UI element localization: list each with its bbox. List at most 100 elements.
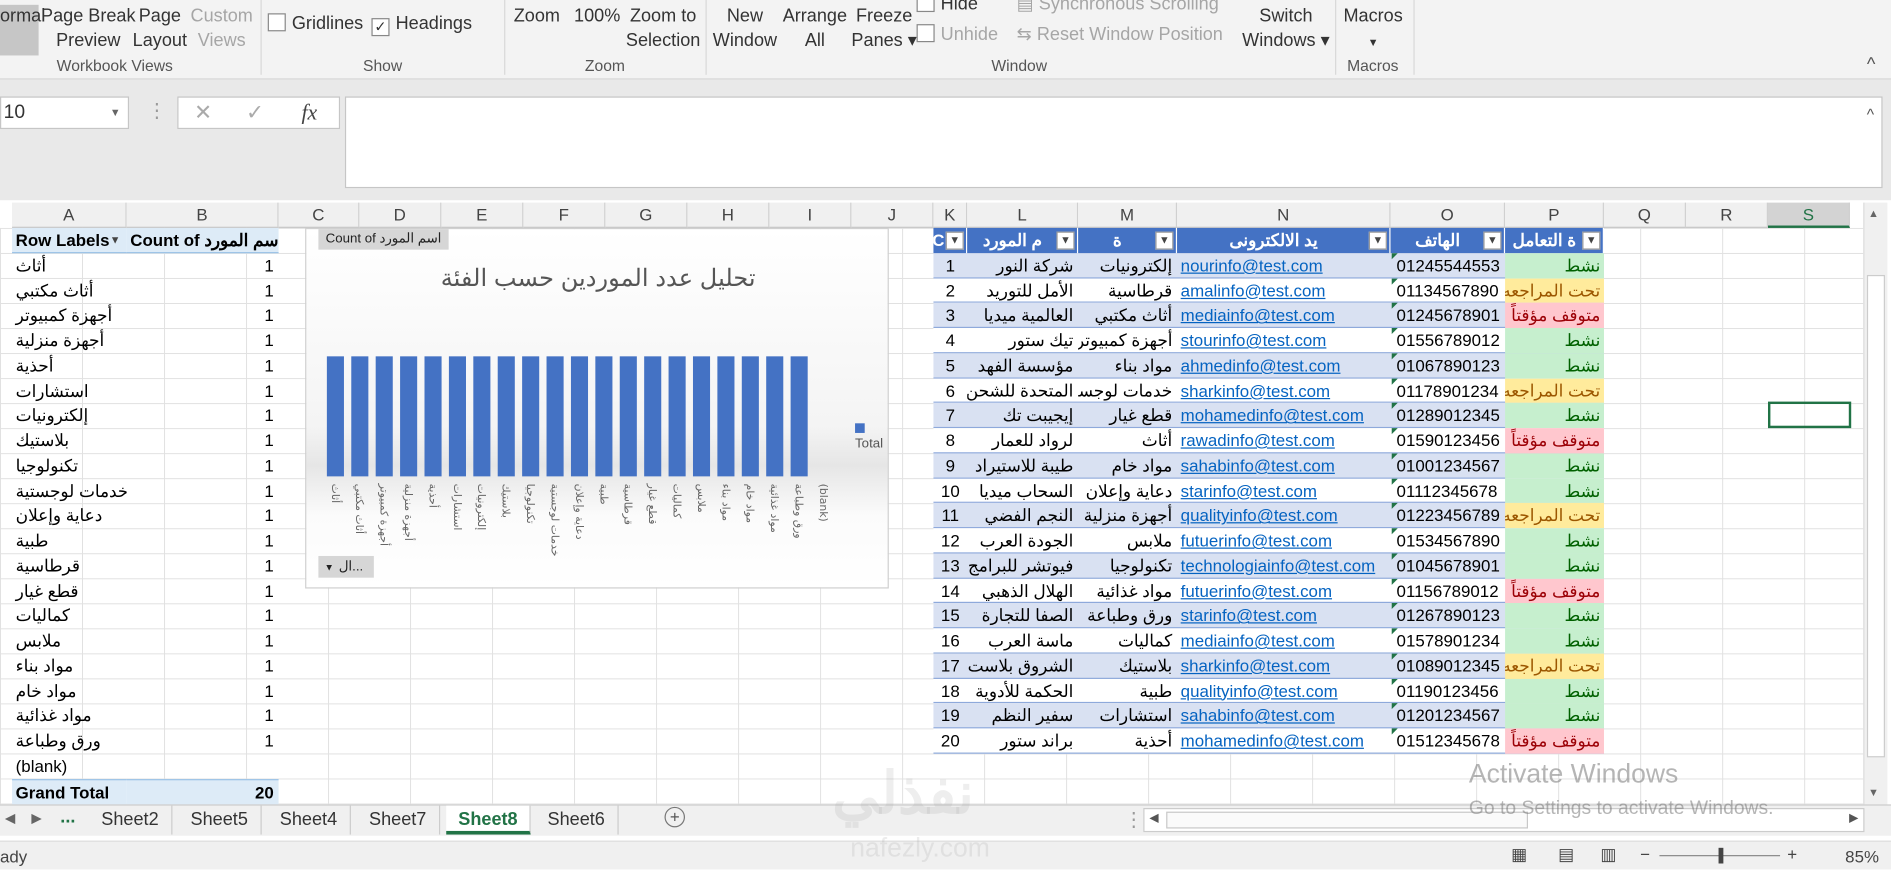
filter-dropdown-icon[interactable]: ▼ — [1483, 231, 1502, 250]
zoom-level[interactable]: 85% — [1845, 846, 1879, 866]
table-header[interactable]: م المورد ▼ — [967, 227, 1079, 254]
add-sheet-icon[interactable]: + — [664, 806, 686, 828]
page-layout-icon[interactable]: ▤ — [1558, 844, 1575, 864]
filter-dropdown-icon[interactable]: ▼ — [1056, 231, 1075, 250]
chart-bar[interactable] — [741, 356, 759, 477]
normal-view-icon[interactable]: ▦ — [1511, 844, 1528, 864]
email-link[interactable]: mohamedinfo@test.com — [1180, 730, 1364, 751]
email-link[interactable]: sharkinfo@test.com — [1180, 655, 1331, 676]
column-header-M[interactable]: M — [1078, 202, 1178, 228]
column-header-A[interactable]: A — [12, 202, 127, 228]
email-link[interactable]: stourinfo@test.com — [1180, 330, 1327, 350]
collapse-ribbon-icon[interactable]: ^ — [1866, 54, 1876, 75]
insert-function-icon[interactable]: fx — [301, 100, 318, 125]
normal-view-button[interactable]: ormal — [0, 4, 45, 56]
email-link[interactable]: sharkinfo@test.com — [1180, 380, 1331, 400]
chart-bar[interactable] — [400, 356, 418, 477]
chart-bar[interactable] — [595, 356, 613, 477]
email-link[interactable]: nourinfo@test.com — [1180, 255, 1323, 275]
name-box[interactable]: 10 ▼ — [0, 96, 130, 130]
sheet-tab-sheet4[interactable]: Sheet4 — [268, 805, 351, 835]
column-header-D[interactable]: D — [359, 202, 442, 228]
more-sheets-button[interactable]: ... — [60, 806, 76, 828]
email-link[interactable]: rawadinfo@test.com — [1180, 430, 1335, 450]
chart-bar[interactable] — [766, 356, 784, 477]
column-header-K[interactable]: K — [933, 202, 968, 228]
column-header-I[interactable]: I — [769, 202, 852, 228]
column-header-J[interactable]: J — [851, 202, 934, 228]
pivot-chart[interactable]: Count of اسم المورد تحليل عدد الموردين ح… — [305, 227, 889, 589]
page-layout-button[interactable]: Page Layout — [133, 5, 187, 53]
table-header[interactable]: يد الالكترونى ▼ — [1177, 227, 1391, 254]
email-link[interactable]: starinfo@test.com — [1180, 480, 1317, 500]
split-handle-icon[interactable]: ⋮ — [1123, 810, 1144, 831]
email-link[interactable]: qualityinfo@test.com — [1180, 505, 1338, 525]
email-link[interactable]: mohamedinfo@test.com — [1180, 405, 1364, 425]
column-header-S[interactable]: S — [1767, 202, 1851, 228]
pivot-header[interactable]: Row Labels — [12, 227, 127, 254]
page-break-icon[interactable]: ▥ — [1600, 844, 1617, 864]
zoom-out-icon[interactable]: − — [1640, 844, 1651, 864]
email-link[interactable]: ahmedinfo@test.com — [1180, 355, 1341, 375]
column-header-N[interactable]: N — [1177, 202, 1391, 228]
chart-bar[interactable] — [473, 356, 491, 477]
column-header-Q[interactable]: Q — [1603, 202, 1686, 228]
headings-checkbox[interactable]: ✓ Headings — [371, 12, 472, 37]
vertical-scrollbar[interactable]: ▲ ▼ — [1863, 202, 1888, 806]
chart-bar[interactable] — [424, 356, 442, 477]
email-link[interactable]: qualityinfo@test.com — [1180, 680, 1338, 701]
column-header-C[interactable]: C — [278, 202, 360, 228]
scrollbar-thumb[interactable] — [1166, 811, 1529, 829]
zoom-button[interactable]: Zoom — [513, 6, 560, 27]
zoom-in-icon[interactable]: + — [1787, 844, 1798, 864]
chart-bar[interactable] — [497, 356, 515, 477]
column-header-L[interactable]: L — [967, 202, 1079, 228]
next-sheet-icon[interactable]: ▶ — [31, 811, 42, 827]
arrange-all-button[interactable]: Arrange All — [783, 5, 847, 53]
zoom-to-selection-button[interactable]: Zoom to Selection — [626, 5, 700, 53]
email-link[interactable]: mediainfo@test.com — [1180, 305, 1335, 325]
custom-views-button[interactable]: Custom Views — [191, 5, 253, 53]
new-window-button[interactable]: New Window — [713, 5, 777, 53]
freeze-panes-button[interactable]: Freeze Panes ▾ — [851, 6, 917, 51]
chart-value-field-button[interactable]: Count of اسم المورد — [318, 229, 449, 250]
column-header-E[interactable]: E — [441, 202, 524, 228]
cancel-icon[interactable]: ✕ — [194, 100, 213, 125]
column-header-R[interactable]: R — [1685, 202, 1768, 228]
column-header-H[interactable]: H — [687, 202, 770, 228]
sheet-tab-sheet5[interactable]: Sheet5 — [178, 805, 262, 835]
zoom-slider-thumb[interactable] — [1718, 847, 1724, 864]
email-link[interactable]: futuerinfo@test.com — [1180, 580, 1333, 600]
scroll-down-icon[interactable]: ▼ — [1868, 786, 1879, 799]
synchronous-scrolling-button[interactable]: ▤ Synchronous Scrolling — [1017, 0, 1219, 17]
horizontal-scrollbar[interactable]: ◀ ▶ — [1143, 808, 1865, 833]
scroll-left-icon[interactable]: ◀ — [1149, 811, 1159, 825]
filter-dropdown-icon[interactable]: ▼ — [945, 231, 964, 250]
chart-bar[interactable] — [448, 356, 466, 477]
chart-bar[interactable] — [326, 356, 344, 477]
column-header-P[interactable]: P — [1505, 202, 1604, 228]
chart-bar[interactable] — [692, 356, 711, 477]
reset-window-position-button[interactable]: ⇆ Reset Window Position — [1016, 24, 1223, 45]
macros-button[interactable]: Macros ▼ — [1343, 5, 1402, 54]
enter-icon[interactable]: ✓ — [246, 100, 265, 125]
pivot-header[interactable]: Count of اسم المورد — [126, 227, 279, 254]
email-link[interactable]: sahabinfo@test.com — [1180, 455, 1335, 475]
scrollbar-thumb[interactable] — [1866, 274, 1885, 758]
sheet-tab-sheet6[interactable]: Sheet6 — [535, 805, 619, 835]
page-break-preview-button[interactable]: Page Break Preview — [41, 5, 136, 53]
column-header-O[interactable]: O — [1390, 202, 1506, 228]
column-header-F[interactable]: F — [523, 202, 606, 228]
email-link[interactable]: starinfo@test.com — [1180, 605, 1317, 626]
email-link[interactable]: sahabinfo@test.com — [1180, 705, 1335, 726]
chart-bar[interactable] — [546, 356, 564, 477]
chart-bar[interactable] — [619, 356, 637, 477]
chart-bar[interactable] — [351, 356, 369, 477]
chart-bar[interactable] — [570, 356, 589, 477]
column-header-G[interactable]: G — [605, 202, 688, 228]
collapse-formula-icon[interactable]: ^ — [1866, 104, 1875, 124]
hide-button[interactable]: Hide — [916, 0, 978, 17]
sheet-tab-sheet7[interactable]: Sheet7 — [357, 805, 440, 835]
table-header[interactable]: C▼ — [933, 227, 968, 254]
email-link[interactable]: futuerinfo@test.com — [1180, 530, 1333, 550]
